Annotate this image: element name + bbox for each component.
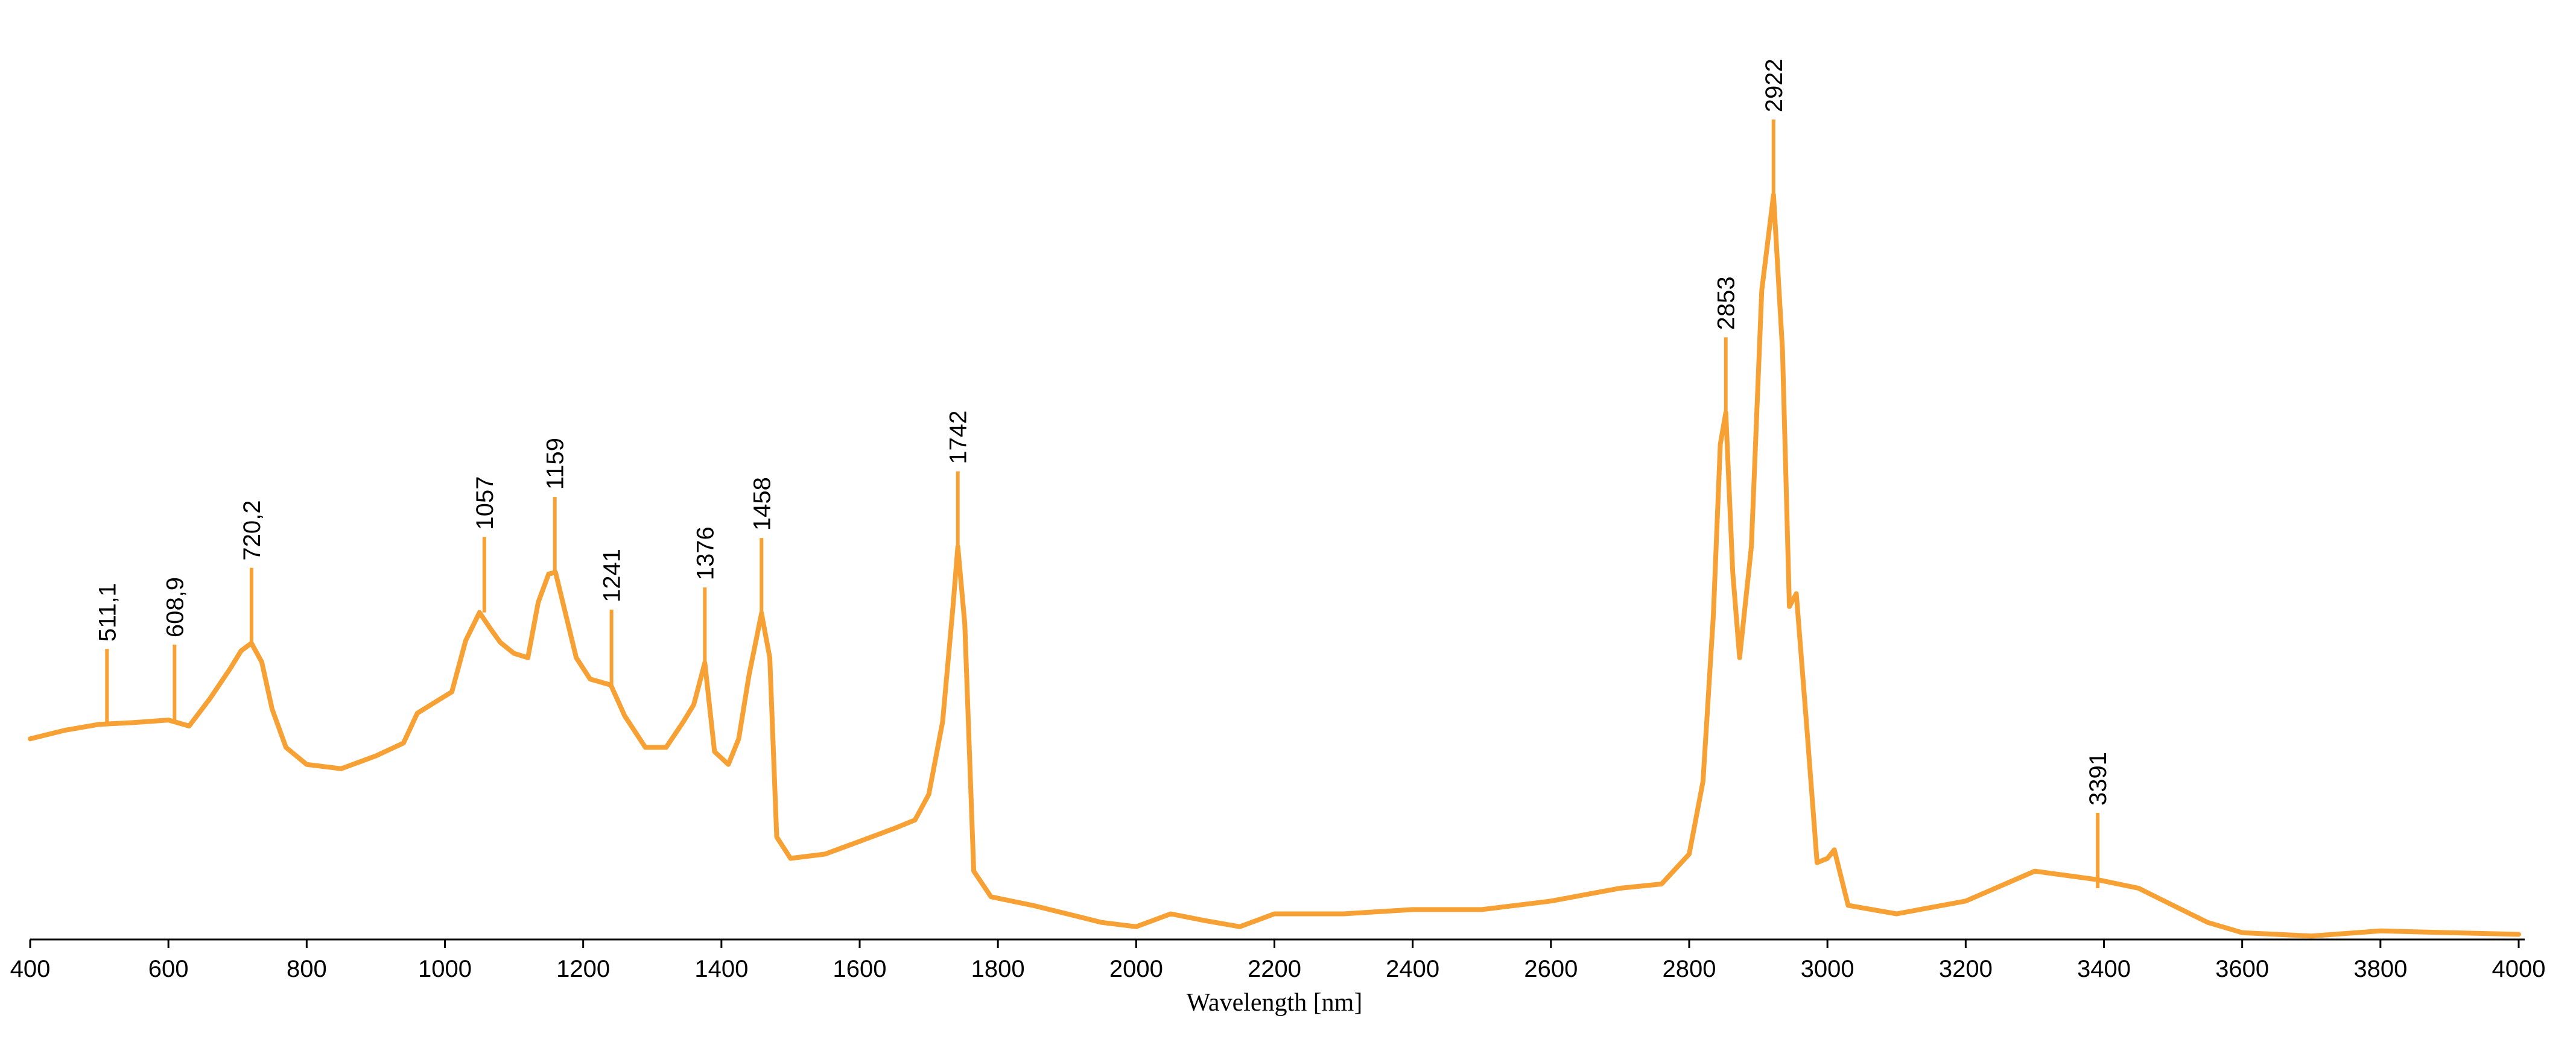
peak-label: 1057 <box>472 476 498 530</box>
x-tick-label: 400 <box>10 956 51 982</box>
x-tick-label: 2800 <box>1663 956 1716 982</box>
x-tick-label: 3000 <box>1801 956 1854 982</box>
series-layer <box>28 192 2521 939</box>
x-tick-label: 3200 <box>1939 956 1993 982</box>
x-tick-label: 3600 <box>2215 956 2269 982</box>
x-tick-label: 1200 <box>556 956 610 982</box>
peak-label: 1376 <box>692 526 719 580</box>
peak-label: 1159 <box>542 438 569 490</box>
x-tick-label: 2600 <box>1524 956 1578 982</box>
peak-label: 2853 <box>1713 276 1740 330</box>
peak-label: 3391 <box>2085 752 2111 806</box>
x-tick-label: 3400 <box>2077 956 2131 982</box>
spectrum-line <box>28 192 2521 939</box>
x-tick-label: 1600 <box>833 956 887 982</box>
peak-label: 2922 <box>1761 58 1788 112</box>
x-tick-label: 600 <box>148 956 189 982</box>
peak-label: 511,1 <box>94 583 121 642</box>
x-axis: 400 600 800 1000 1200 1400 1600 1800 2000 2200 240… <box>10 938 2546 982</box>
x-tick-label: 2400 <box>1386 956 1439 982</box>
x-tick-label: 1800 <box>971 956 1025 982</box>
x-tick-label: 1000 <box>418 956 472 982</box>
peak-label: 1742 <box>945 411 972 464</box>
x-tick-label: 2000 <box>1109 956 1163 982</box>
peak-label: 720,2 <box>239 500 265 561</box>
peak-annotations: 511,1 608,9 720,2 1057 1159 1241 1376 1458 1742 2… <box>94 58 2111 889</box>
x-tick-label: 2200 <box>1248 956 1301 982</box>
x-tick-label: 4000 <box>2492 956 2546 982</box>
peak-label: 1458 <box>749 477 775 531</box>
peak-label: 1241 <box>599 549 626 602</box>
x-tick-label: 3800 <box>2353 956 2407 982</box>
x-tick-label: 800 <box>287 956 327 982</box>
x-tick-label: 1400 <box>694 956 748 982</box>
x-axis-title: Wavelength [nm] <box>1187 989 1363 1017</box>
peak-label: 608,9 <box>162 577 188 637</box>
